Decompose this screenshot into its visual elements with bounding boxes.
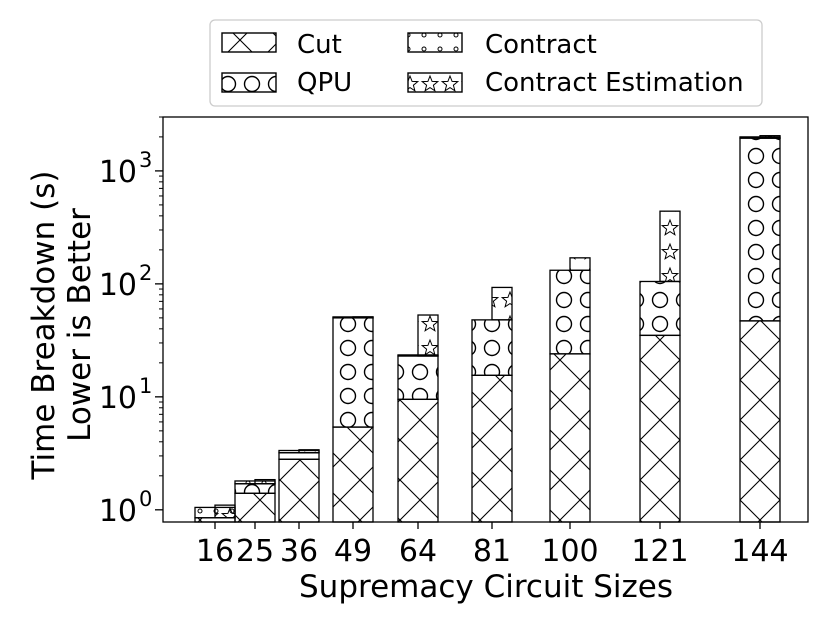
bars-layer (194, 135, 781, 523)
y-tick-label-3: 10 (99, 155, 137, 190)
legend: Cut QPU Contract Contract Estimation (209, 19, 763, 107)
legend-label-cut: Cut (297, 30, 342, 60)
x-tick-label-121: 121 (631, 534, 688, 569)
bar-contract-estimation-144 (759, 135, 781, 139)
x-tick-label-16: 16 (196, 534, 234, 569)
x-axis-label: Supremacy Circuit Sizes (299, 569, 673, 605)
legend-label-contract-estimation: Contract Estimation (485, 68, 744, 98)
legend-label-contract: Contract (485, 30, 597, 60)
bar-qpu-25 (234, 483, 276, 494)
bar-cut-100 (549, 353, 591, 523)
bar-contract-estimation-81 (491, 286, 513, 321)
x-axis: 16 25 36 49 64 81 100 121 144 (196, 522, 789, 569)
bar-qpu-144 (739, 137, 781, 322)
y-tick-exponent-1: 1 (139, 374, 152, 398)
bar-cut-121 (639, 334, 681, 523)
bar-cut-81 (471, 374, 513, 523)
bar-contract-estimation-100 (569, 257, 591, 271)
y-tick-label-1: 10 (99, 381, 137, 416)
x-tick-label-144: 144 (731, 534, 788, 569)
y-tick-label-0: 10 (99, 494, 137, 529)
y-axis-label-line1: Time Breakdown (s) (26, 171, 62, 481)
bar-contract-estimation-64 (417, 314, 439, 357)
legend-swatch-qpu (221, 72, 277, 93)
y-tick-exponent-2: 2 (139, 261, 152, 285)
bar-contract-estimation-36 (298, 449, 320, 454)
x-tick-label-100: 100 (541, 534, 598, 569)
x-tick-label-36: 36 (280, 534, 318, 569)
bar-qpu-49 (332, 317, 374, 428)
x-tick-label-49: 49 (334, 534, 372, 569)
bar-qpu-36 (278, 452, 320, 460)
bar-contract-estimation-121 (659, 210, 681, 283)
x-tick-label-25: 25 (236, 534, 274, 569)
x-tick-label-81: 81 (473, 534, 511, 569)
bar-cut-36 (278, 458, 320, 523)
y-tick-label-2: 10 (99, 268, 137, 303)
bar-cut-64 (397, 398, 439, 523)
y-axis-label-line2: Lower is Better (62, 208, 98, 442)
y-tick-exponent-3: 3 (139, 148, 152, 172)
bar-qpu-64 (397, 355, 439, 401)
bar-qpu-121 (639, 280, 681, 337)
legend-frame (209, 19, 763, 107)
legend-swatch-contract (407, 32, 463, 53)
bar-cut-49 (332, 426, 374, 523)
bar-qpu-81 (471, 319, 513, 376)
plot-frame (162, 116, 809, 523)
bar-cut-144 (739, 320, 781, 523)
legend-swatch-cut (221, 32, 277, 53)
x-tick-label-64: 64 (399, 534, 437, 569)
bar-qpu-100 (549, 269, 591, 355)
legend-swatch-contract-estimation (407, 72, 463, 93)
bar-contract-estimation-49 (352, 316, 374, 319)
bar-contract-estimation-25 (254, 478, 276, 485)
bar-contract-estimation-16 (214, 504, 236, 519)
y-tick-exponent-0: 0 (139, 487, 152, 511)
bar-cut-25 (234, 492, 276, 523)
legend-label-qpu: QPU (297, 68, 352, 98)
